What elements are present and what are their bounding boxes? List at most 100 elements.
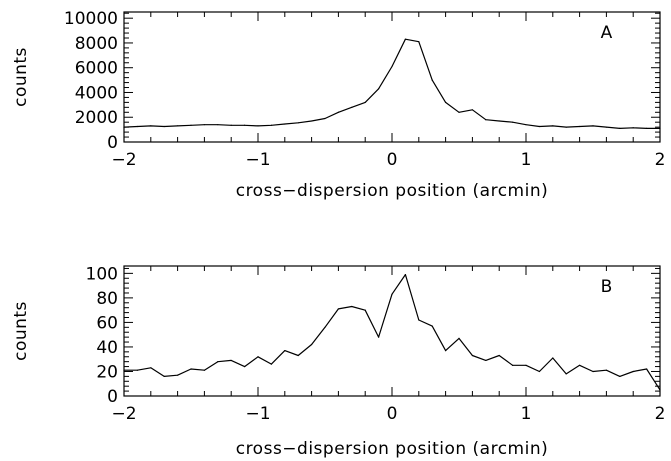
data-point (378, 88, 380, 90)
data-point (498, 354, 500, 357)
data-point (511, 364, 514, 366)
data-point (270, 124, 272, 126)
data-point (391, 65, 393, 68)
data-point (404, 38, 406, 40)
data-point (431, 325, 433, 327)
y-tick-label: 20 (96, 362, 118, 382)
y-tick-label: 4000 (75, 83, 118, 103)
data-point (230, 359, 232, 362)
data-point (244, 124, 246, 126)
data-point (270, 363, 272, 365)
data-point (311, 343, 313, 346)
data-point (324, 117, 326, 120)
plot-frame (123, 265, 661, 397)
data-point (150, 367, 152, 369)
data-point (418, 319, 420, 321)
x-tick-label: −1 (245, 404, 270, 424)
data-point (217, 124, 219, 126)
data-point (311, 120, 313, 122)
data-point (297, 354, 299, 357)
data-point (605, 126, 608, 128)
data-point (404, 273, 406, 276)
y-tick-label: 6000 (75, 59, 118, 79)
data-point (511, 121, 514, 123)
y-tick-label: 10000 (64, 9, 118, 29)
data-point (136, 125, 138, 128)
data-point (552, 125, 554, 127)
plot-frame (123, 11, 661, 143)
panel-label: A (601, 23, 613, 43)
data-point (659, 389, 661, 391)
data-point (485, 359, 487, 362)
x-tick-label: 0 (387, 150, 398, 170)
data-point (579, 125, 581, 128)
data-point (605, 369, 608, 371)
data-point (190, 368, 192, 370)
data-point (351, 305, 353, 308)
data-point (123, 126, 125, 128)
y-axis-label: counts (11, 47, 31, 107)
data-point (364, 309, 366, 311)
y-tick-label: 0 (107, 133, 118, 153)
x-axis-label: cross−dispersion position (arcmin) (236, 181, 549, 201)
data-point (659, 127, 661, 129)
data-point (485, 119, 487, 121)
data-point (565, 373, 567, 375)
data-point (458, 111, 460, 113)
data-point (471, 354, 473, 357)
data-point (632, 127, 634, 129)
data-point (538, 125, 541, 128)
data-point (351, 106, 353, 108)
x-tick-label: 0 (387, 404, 398, 424)
data-point (284, 123, 286, 125)
data-point (646, 368, 648, 370)
data-point (230, 124, 232, 126)
y-tick-label: 40 (96, 338, 118, 358)
data-point (203, 124, 205, 126)
data-point (632, 370, 634, 373)
data-point (525, 364, 527, 366)
data-point (538, 370, 541, 373)
y-axis-label: counts (11, 301, 31, 361)
data-point (297, 122, 299, 124)
y-tick-label: 0 (107, 387, 118, 407)
y-tick-label: 8000 (75, 34, 118, 54)
x-tick-label: 1 (521, 150, 532, 170)
data-point (579, 364, 581, 366)
data-point (471, 109, 473, 111)
data-point (445, 101, 447, 103)
x-tick-label: −2 (111, 404, 136, 424)
data-point (592, 370, 594, 373)
x-tick-label: 2 (655, 404, 666, 424)
data-point (163, 125, 165, 128)
data-point (123, 369, 125, 371)
data-point (190, 124, 192, 126)
x-axis-label: cross−dispersion position (arcmin) (236, 439, 549, 459)
panel-a: −2 −1 0 1 2 0 2000 4000 6000 8000 10000 Across−disp… (11, 9, 665, 201)
y-tick-label: 80 (96, 289, 118, 309)
series-line (123, 38, 660, 129)
data-point (244, 365, 246, 368)
data-point (163, 375, 165, 377)
x-tick-label: −1 (245, 150, 270, 170)
data-point (177, 374, 179, 376)
data-point (445, 350, 447, 352)
data-point (177, 125, 179, 127)
data-point (646, 127, 648, 129)
data-point (150, 125, 152, 127)
data-point (378, 336, 380, 338)
data-point (418, 41, 420, 43)
data-point (619, 375, 621, 377)
x-tick-label: 2 (655, 150, 666, 170)
y-tick-label: 60 (96, 313, 118, 333)
data-point (552, 357, 554, 359)
data-point (498, 120, 500, 122)
data-point (525, 124, 527, 126)
panel-label: B (601, 277, 613, 297)
data-point (619, 127, 621, 129)
data-point (458, 337, 460, 339)
data-point (136, 369, 138, 371)
data-point (592, 125, 594, 127)
